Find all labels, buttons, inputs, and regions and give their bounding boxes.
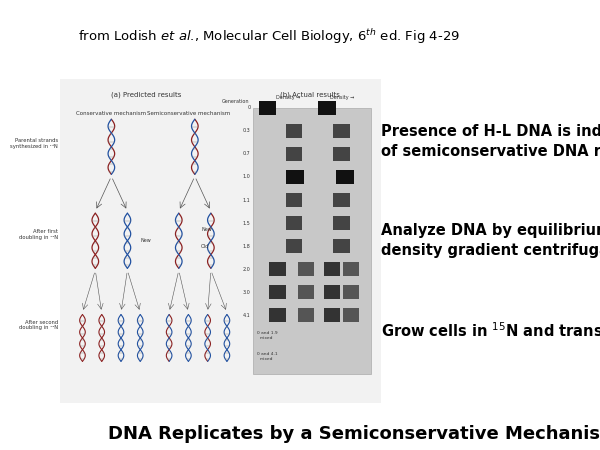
Bar bbox=[334, 147, 350, 161]
Text: New: New bbox=[140, 238, 151, 243]
Bar bbox=[269, 308, 286, 322]
Bar bbox=[298, 262, 314, 276]
Bar bbox=[334, 124, 350, 138]
Bar bbox=[334, 193, 350, 207]
Text: (b) Actual results: (b) Actual results bbox=[280, 92, 340, 98]
Text: Density →: Density → bbox=[276, 95, 301, 100]
Text: 1.8: 1.8 bbox=[243, 243, 251, 248]
Text: Parental strands
synthesized in ¹⁵N: Parental strands synthesized in ¹⁵N bbox=[10, 138, 58, 149]
Text: 0 and 4.1
mixed: 0 and 4.1 mixed bbox=[257, 352, 277, 361]
Text: 0 and 1.9
mixed: 0 and 1.9 mixed bbox=[257, 331, 277, 340]
Bar bbox=[298, 308, 314, 322]
Text: Semiconservative mechanism: Semiconservative mechanism bbox=[147, 111, 230, 116]
Bar bbox=[269, 262, 286, 276]
Text: 3.0: 3.0 bbox=[243, 290, 251, 295]
Text: Old: Old bbox=[201, 244, 209, 249]
Bar bbox=[286, 124, 302, 138]
Text: After second
doubling in ¹⁴N: After second doubling in ¹⁴N bbox=[19, 320, 58, 330]
Text: 2.0: 2.0 bbox=[243, 266, 251, 272]
Bar bbox=[286, 216, 302, 230]
Text: 0: 0 bbox=[247, 105, 251, 110]
Text: Density →: Density → bbox=[329, 95, 354, 100]
Bar bbox=[286, 170, 304, 184]
Text: 0.3: 0.3 bbox=[243, 128, 251, 134]
Bar bbox=[324, 308, 340, 322]
Text: Analyze DNA by equilibrium
density gradient centrifugation: Analyze DNA by equilibrium density gradi… bbox=[381, 223, 600, 258]
Text: DNA Replicates by a Semiconservative Mechanism: DNA Replicates by a Semiconservative Mec… bbox=[108, 425, 600, 443]
Bar bbox=[286, 147, 302, 161]
Bar bbox=[318, 101, 336, 115]
Bar bbox=[343, 285, 359, 299]
Text: from Lodish $\it{et\ al}$., Molecular Cell Biology, 6$^{th}$ ed. Fig 4-29: from Lodish $\it{et\ al}$., Molecular Ce… bbox=[78, 27, 460, 46]
Text: 1.5: 1.5 bbox=[243, 220, 251, 225]
Text: Presence of H-L DNA is indicative
of semiconservative DNA replication: Presence of H-L DNA is indicative of sem… bbox=[381, 124, 600, 159]
Bar bbox=[286, 193, 302, 207]
Bar bbox=[343, 308, 359, 322]
Bar bbox=[60, 79, 381, 403]
Bar bbox=[334, 216, 350, 230]
Bar bbox=[286, 239, 302, 253]
Text: 0.7: 0.7 bbox=[243, 152, 251, 157]
Text: Grow cells in $^{15}$N and transfer to $^{14}$N: Grow cells in $^{15}$N and transfer to $… bbox=[381, 321, 600, 340]
Bar bbox=[298, 285, 314, 299]
Text: New: New bbox=[201, 227, 212, 232]
Text: 4.1: 4.1 bbox=[243, 313, 251, 318]
Text: (a) Predicted results: (a) Predicted results bbox=[112, 92, 182, 98]
Bar bbox=[343, 262, 359, 276]
Text: 1.1: 1.1 bbox=[243, 198, 251, 203]
Bar bbox=[253, 108, 371, 374]
Bar bbox=[334, 239, 350, 253]
Bar bbox=[259, 101, 277, 115]
Text: After first
doubling in ¹⁴N: After first doubling in ¹⁴N bbox=[19, 229, 58, 240]
Bar bbox=[336, 170, 353, 184]
Bar bbox=[324, 262, 340, 276]
Text: Conservative mechanism: Conservative mechanism bbox=[76, 111, 146, 116]
Text: 1.0: 1.0 bbox=[243, 175, 251, 180]
Bar bbox=[269, 285, 286, 299]
Text: Generation: Generation bbox=[222, 99, 250, 104]
Bar bbox=[324, 285, 340, 299]
